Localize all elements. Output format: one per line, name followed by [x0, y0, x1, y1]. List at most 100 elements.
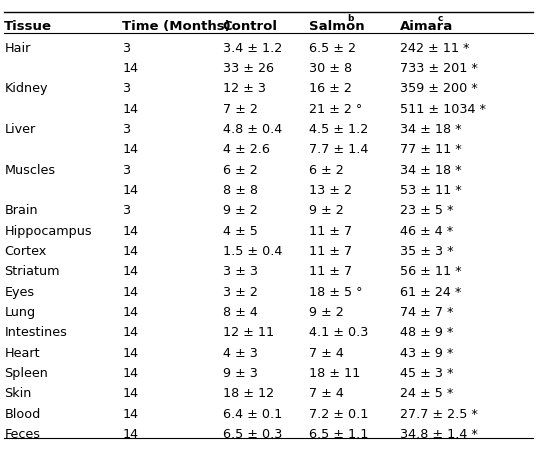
Text: 4.8 ± 0.4: 4.8 ± 0.4 [223, 123, 282, 136]
Text: 14: 14 [122, 143, 139, 156]
Text: 7.7 ± 1.4: 7.7 ± 1.4 [309, 143, 368, 156]
Text: Liver: Liver [4, 123, 35, 136]
Text: 3: 3 [122, 82, 130, 95]
Text: Spleen: Spleen [4, 367, 48, 380]
Text: 3: 3 [122, 204, 130, 217]
Text: Control: Control [223, 20, 278, 33]
Text: Hair: Hair [4, 42, 31, 54]
Text: 21 ± 2 °: 21 ± 2 ° [309, 103, 362, 115]
Text: 30 ± 8: 30 ± 8 [309, 62, 352, 75]
Text: 4 ± 3: 4 ± 3 [223, 347, 258, 359]
Text: 6.5 ± 0.3: 6.5 ± 0.3 [223, 428, 282, 441]
Text: 12 ± 3: 12 ± 3 [223, 82, 266, 95]
Text: 14: 14 [122, 265, 139, 278]
Text: 56 ± 11 *: 56 ± 11 * [400, 265, 462, 278]
Text: c: c [438, 14, 444, 23]
Text: 27.7 ± 2.5 *: 27.7 ± 2.5 * [400, 408, 478, 420]
Text: 6 ± 2: 6 ± 2 [309, 164, 344, 176]
Text: 4.5 ± 1.2: 4.5 ± 1.2 [309, 123, 368, 136]
Text: 53 ± 11 *: 53 ± 11 * [400, 184, 462, 197]
Text: 33 ± 26: 33 ± 26 [223, 62, 274, 75]
Text: Tissue: Tissue [4, 20, 52, 33]
Text: 16 ± 2: 16 ± 2 [309, 82, 352, 95]
Text: 14: 14 [122, 184, 139, 197]
Text: 24 ± 5 *: 24 ± 5 * [400, 387, 453, 400]
Text: Muscles: Muscles [4, 164, 55, 176]
Text: 77 ± 11 *: 77 ± 11 * [400, 143, 462, 156]
Text: 242 ± 11 *: 242 ± 11 * [400, 42, 469, 54]
Text: 12 ± 11: 12 ± 11 [223, 326, 274, 339]
Text: Cortex: Cortex [4, 245, 47, 258]
Text: 13 ± 2: 13 ± 2 [309, 184, 352, 197]
Text: 11 ± 7: 11 ± 7 [309, 245, 352, 258]
Text: Feces: Feces [4, 428, 40, 441]
Text: 35 ± 3 *: 35 ± 3 * [400, 245, 454, 258]
Text: Kidney: Kidney [4, 82, 48, 95]
Text: 18 ± 11: 18 ± 11 [309, 367, 360, 380]
Text: 14: 14 [122, 62, 139, 75]
Text: 74 ± 7 *: 74 ± 7 * [400, 306, 454, 319]
Text: 34 ± 18 *: 34 ± 18 * [400, 164, 462, 176]
Text: 23 ± 5 *: 23 ± 5 * [400, 204, 454, 217]
Text: 359 ± 200 *: 359 ± 200 * [400, 82, 478, 95]
Text: 9 ± 3: 9 ± 3 [223, 367, 258, 380]
Text: Skin: Skin [4, 387, 32, 400]
Text: 4.1 ± 0.3: 4.1 ± 0.3 [309, 326, 368, 339]
Text: 3 ± 2: 3 ± 2 [223, 286, 258, 298]
Text: 1.5 ± 0.4: 1.5 ± 0.4 [223, 245, 282, 258]
Text: 7 ± 2: 7 ± 2 [223, 103, 258, 115]
Text: 14: 14 [122, 326, 139, 339]
Text: 14: 14 [122, 387, 139, 400]
Text: Time (Months): Time (Months) [122, 20, 231, 33]
Text: 9 ± 2: 9 ± 2 [309, 204, 344, 217]
Text: 14: 14 [122, 225, 139, 237]
Text: Brain: Brain [4, 204, 38, 217]
Text: 4 ± 2.6: 4 ± 2.6 [223, 143, 270, 156]
Text: 34 ± 18 *: 34 ± 18 * [400, 123, 462, 136]
Text: 14: 14 [122, 306, 139, 319]
Text: Lung: Lung [4, 306, 35, 319]
Text: 14: 14 [122, 347, 139, 359]
Text: 3: 3 [122, 123, 130, 136]
Text: 43 ± 9 *: 43 ± 9 * [400, 347, 453, 359]
Text: 9 ± 2: 9 ± 2 [223, 204, 258, 217]
Text: 34.8 ± 1.4 *: 34.8 ± 1.4 * [400, 428, 478, 441]
Text: b: b [347, 14, 353, 23]
Text: 6.4 ± 0.1: 6.4 ± 0.1 [223, 408, 282, 420]
Text: Heart: Heart [4, 347, 40, 359]
Text: 14: 14 [122, 367, 139, 380]
Text: 4 ± 5: 4 ± 5 [223, 225, 258, 237]
Text: 14: 14 [122, 103, 139, 115]
Text: 6.5 ± 1.1: 6.5 ± 1.1 [309, 428, 368, 441]
Text: Striatum: Striatum [4, 265, 60, 278]
Text: 11 ± 7: 11 ± 7 [309, 265, 352, 278]
Text: 733 ± 201 *: 733 ± 201 * [400, 62, 478, 75]
Text: 48 ± 9 *: 48 ± 9 * [400, 326, 453, 339]
Text: 14: 14 [122, 428, 139, 441]
Text: 8 ± 8: 8 ± 8 [223, 184, 258, 197]
Text: 18 ± 5 °: 18 ± 5 ° [309, 286, 362, 298]
Text: 46 ± 4 *: 46 ± 4 * [400, 225, 453, 237]
Text: 11 ± 7: 11 ± 7 [309, 225, 352, 237]
Text: Aimara: Aimara [400, 20, 453, 33]
Text: 7.2 ± 0.1: 7.2 ± 0.1 [309, 408, 368, 420]
Text: Hippocampus: Hippocampus [4, 225, 92, 237]
Text: Intestines: Intestines [4, 326, 67, 339]
Text: 61 ± 24 *: 61 ± 24 * [400, 286, 461, 298]
Text: 45 ± 3 *: 45 ± 3 * [400, 367, 454, 380]
Text: 511 ± 1034 *: 511 ± 1034 * [400, 103, 486, 115]
Text: 14: 14 [122, 408, 139, 420]
Text: 3: 3 [122, 42, 130, 54]
Text: 6 ± 2: 6 ± 2 [223, 164, 258, 176]
Text: 9 ± 2: 9 ± 2 [309, 306, 344, 319]
Text: 7 ± 4: 7 ± 4 [309, 387, 344, 400]
Text: 14: 14 [122, 286, 139, 298]
Text: 18 ± 12: 18 ± 12 [223, 387, 274, 400]
Text: 14: 14 [122, 245, 139, 258]
Text: Blood: Blood [4, 408, 41, 420]
Text: 6.5 ± 2: 6.5 ± 2 [309, 42, 356, 54]
Text: Eyes: Eyes [4, 286, 34, 298]
Text: 3: 3 [122, 164, 130, 176]
Text: 8 ± 4: 8 ± 4 [223, 306, 258, 319]
Text: 3 ± 3: 3 ± 3 [223, 265, 258, 278]
